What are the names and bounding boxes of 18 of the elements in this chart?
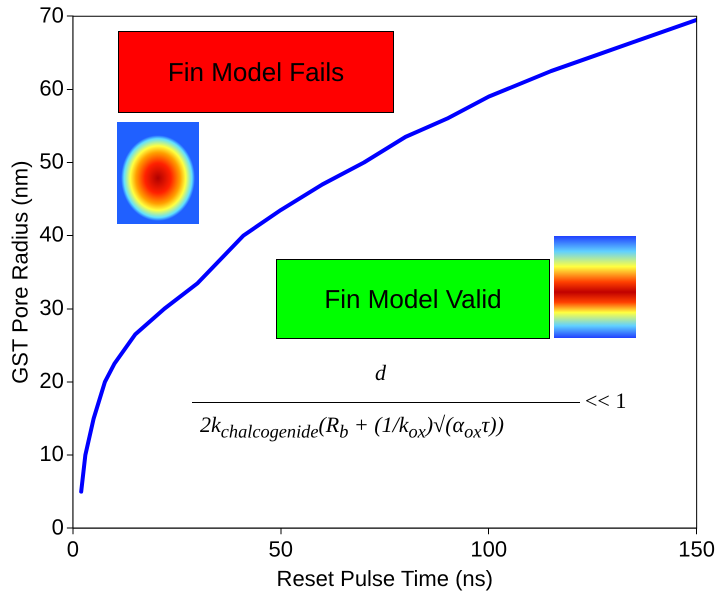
x-tick-label: 150 xyxy=(678,536,716,562)
y-axis-title: GST Pore Radius (nm) xyxy=(7,160,32,384)
y-tick-label: 20 xyxy=(39,368,64,393)
annotation: d xyxy=(375,360,386,386)
y-tick-label: 60 xyxy=(39,75,64,100)
callout-box: Fin Model Fails xyxy=(118,31,394,113)
text: 2k$_{chalcogenide}$(R$_{b}$ + (1/k$_{ox}$)√(α$_{ox}$τ)) xyxy=(200,412,504,442)
y-tick-label: 0 xyxy=(52,514,64,540)
x-tick-label: 50 xyxy=(268,536,294,562)
x-axis-title: Reset Pulse Time (ns) xyxy=(276,566,493,591)
y-tick-label: 10 xyxy=(39,441,64,466)
x-tick-label: 100 xyxy=(470,536,508,562)
callout-box: Fin Model Valid xyxy=(276,259,550,339)
y-tick-label: 50 xyxy=(39,148,64,174)
y-tick-label: 40 xyxy=(39,222,64,247)
y-tick-label: 70 xyxy=(39,2,64,28)
annotation: << 1 xyxy=(585,388,626,414)
y-tick-label: 30 xyxy=(39,294,64,320)
